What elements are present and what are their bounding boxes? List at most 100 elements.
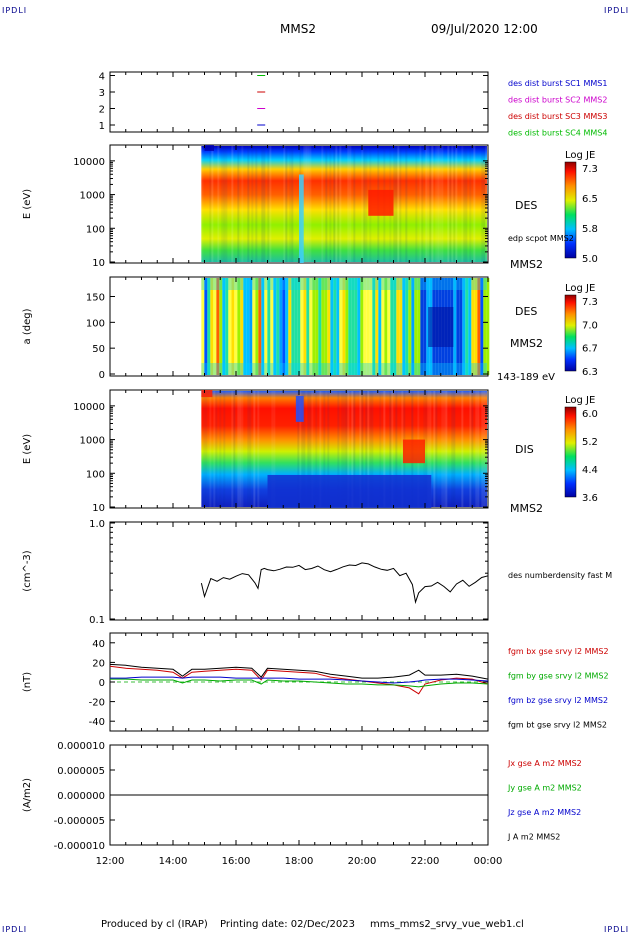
pitch-column [462, 278, 466, 375]
pitch-column [318, 278, 322, 375]
spectrogram-texture [465, 146, 468, 262]
pitch-column [225, 278, 229, 375]
time-tick-label: 16:00 [222, 856, 251, 867]
pitch-column [321, 278, 325, 375]
spectrogram-texture [367, 391, 370, 507]
pitch-column [405, 278, 409, 375]
time-tick-label: 20:00 [348, 856, 377, 867]
pitch-column [372, 278, 376, 375]
scpot-label: edp scpot MMS2 [508, 234, 574, 243]
spectrogram-texture [215, 391, 218, 507]
colorbar-title: Log JE [565, 283, 595, 294]
pitch-column [387, 278, 391, 375]
energy-range-label: 143-189 eV [497, 372, 555, 383]
colorbar-tick-label: 7.3 [582, 297, 598, 308]
spectrogram-texture [393, 146, 396, 262]
y-axis-label: E (eV) [22, 189, 33, 219]
spectrogram-texture [323, 391, 326, 507]
pitch-column [234, 278, 238, 375]
spectrogram-texture [319, 391, 322, 507]
spectrogram-texture [485, 146, 488, 262]
spectrogram-texture [347, 391, 350, 507]
spectrogram-texture [213, 391, 216, 507]
spectrogram-texture [251, 146, 254, 262]
spectrogram-texture [383, 391, 386, 507]
pitch-column [480, 278, 484, 375]
spectrogram-texture [349, 146, 352, 262]
time-tick-label: 22:00 [411, 856, 440, 867]
time-tick-label: 14:00 [159, 856, 188, 867]
pitch-column [249, 278, 253, 375]
pitch-column [456, 278, 460, 375]
y-tick-label: 1000 [80, 191, 105, 202]
spectrogram-texture [399, 146, 402, 262]
spectrogram-texture [257, 391, 260, 507]
pitch-feature [428, 307, 454, 347]
spectrogram-texture [475, 391, 478, 507]
mms2-label: MMS2 [510, 258, 543, 271]
y-tick-label: 50 [92, 344, 105, 355]
spectrogram-texture [237, 146, 240, 262]
spectrogram-texture [291, 146, 294, 262]
spectrogram-texture [365, 391, 368, 507]
spectrogram-texture [211, 146, 214, 262]
colorbar-tick-label: 7.3 [582, 164, 598, 175]
pitch-column [306, 278, 310, 375]
pitch-band [201, 363, 487, 375]
legend-field: fgm by gse srvy l2 MMS2 [508, 672, 609, 681]
pitch-column [360, 278, 364, 375]
y-tick-label: 40 [92, 639, 105, 650]
spectrogram-texture [237, 391, 240, 507]
spectrogram-texture [327, 391, 330, 507]
spectrogram-texture [351, 391, 354, 507]
pitch-column [231, 278, 235, 375]
pitch-column [240, 278, 244, 375]
spectrogram-texture [353, 146, 356, 262]
legend-current: Jx gse A m2 MMS2 [507, 759, 582, 768]
spectrogram-texture [425, 146, 428, 262]
pitch-column [315, 278, 319, 375]
y-tick-label: 0 [99, 370, 105, 381]
pitch-column [369, 278, 373, 375]
pitch-column [282, 278, 286, 375]
legend-field: fgm bx gse srvy l2 MMS2 [508, 647, 609, 656]
legend-availability: des dist burst SC1 MMS1 [508, 79, 607, 88]
pitch-column [468, 278, 472, 375]
colorbar-tick-label: 3.6 [582, 493, 598, 504]
pitch-column [375, 278, 379, 375]
spectrogram-texture [481, 391, 484, 507]
spectrogram-texture [369, 391, 372, 507]
spectrogram-texture [241, 391, 244, 507]
y-tick-label: 0.000000 [57, 791, 105, 802]
spectrogram-texture [433, 391, 436, 507]
spectrogram-texture [427, 146, 430, 262]
spectrogram-texture [429, 146, 432, 262]
pitch-column [354, 278, 358, 375]
spectrogram-texture [365, 146, 368, 262]
spectrogram-texture [345, 391, 348, 507]
spectrogram-texture [363, 146, 366, 262]
colorbar-title: Log JE [565, 150, 595, 161]
spectrogram-texture [455, 146, 458, 262]
pitch-column [363, 278, 367, 375]
legend-availability: des dist burst SC4 MMS4 [508, 129, 607, 138]
pitch-column [288, 278, 292, 375]
spectrogram-texture [483, 146, 486, 262]
spectrogram-texture [301, 391, 304, 507]
pitch-column [411, 278, 415, 375]
pitch-column [213, 278, 217, 375]
pitch-column [252, 278, 256, 375]
pitch-column [420, 278, 424, 375]
spectrogram-texture [425, 391, 428, 507]
spectrogram-texture [335, 146, 338, 262]
spectrogram-texture [221, 146, 224, 262]
y-axis-label: (nT) [22, 672, 33, 692]
y-tick-label: 4 [99, 72, 105, 83]
pitch-column [459, 278, 463, 375]
pitch-column [345, 278, 349, 375]
spectrogram-texture [309, 146, 312, 262]
spectrogram-texture [419, 146, 422, 262]
pitch-column [465, 278, 469, 375]
spectrogram-texture [273, 391, 276, 507]
spectrogram-texture [307, 146, 310, 262]
